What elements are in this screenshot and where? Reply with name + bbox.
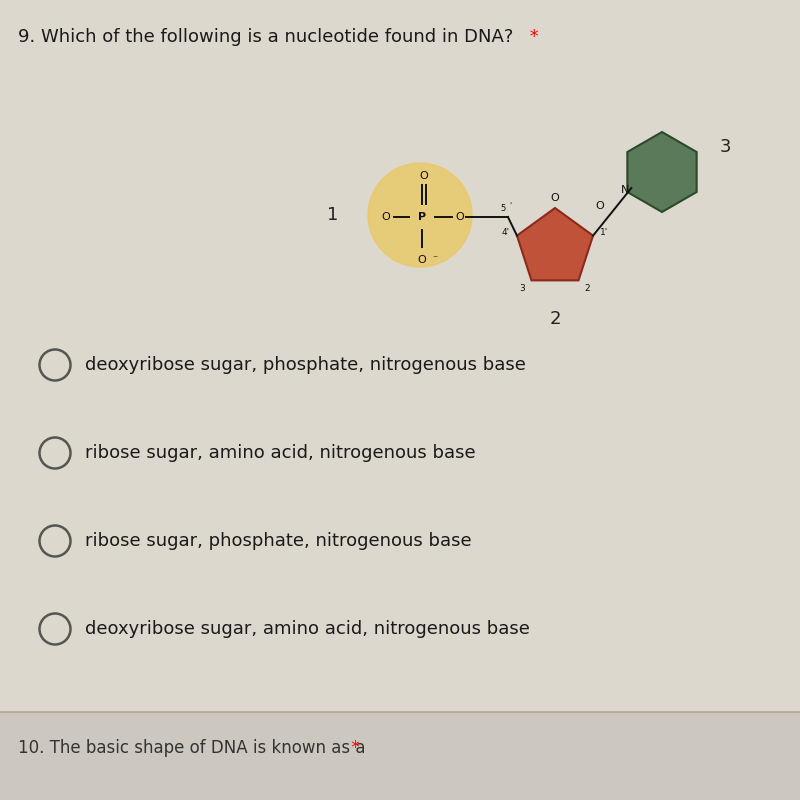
Text: 5: 5 (501, 204, 506, 213)
Text: 1': 1' (600, 228, 608, 237)
Text: ': ' (509, 202, 511, 211)
Text: O: O (550, 193, 559, 203)
Text: 2: 2 (550, 310, 561, 328)
Text: 9. Which of the following is a nucleotide found in DNA?: 9. Which of the following is a nucleotid… (18, 28, 514, 46)
Text: O: O (418, 255, 426, 265)
Text: N: N (621, 185, 630, 195)
Text: O: O (420, 171, 428, 181)
Text: O: O (456, 212, 464, 222)
Text: deoxyribose sugar, amino acid, nitrogenous base: deoxyribose sugar, amino acid, nitrogeno… (85, 620, 530, 638)
Text: ⁻: ⁻ (432, 254, 437, 264)
Text: O: O (596, 201, 605, 211)
Text: 2: 2 (585, 284, 590, 294)
Text: *: * (524, 28, 538, 46)
Text: P: P (418, 212, 426, 222)
Text: 3: 3 (520, 284, 526, 294)
Text: *: * (346, 739, 360, 757)
Text: 10. The basic shape of DNA is known as a: 10. The basic shape of DNA is known as a (18, 739, 366, 757)
Text: 4': 4' (502, 228, 510, 237)
Text: deoxyribose sugar, phosphate, nitrogenous base: deoxyribose sugar, phosphate, nitrogenou… (85, 356, 526, 374)
Text: ribose sugar, amino acid, nitrogenous base: ribose sugar, amino acid, nitrogenous ba… (85, 444, 476, 462)
Text: 1: 1 (326, 206, 338, 224)
Polygon shape (517, 208, 593, 280)
Polygon shape (627, 132, 697, 212)
Circle shape (368, 163, 472, 267)
Bar (0, 712, 800, 800)
Text: ribose sugar, phosphate, nitrogenous base: ribose sugar, phosphate, nitrogenous bas… (85, 532, 472, 550)
Text: 3: 3 (720, 138, 731, 156)
Text: O: O (382, 212, 390, 222)
